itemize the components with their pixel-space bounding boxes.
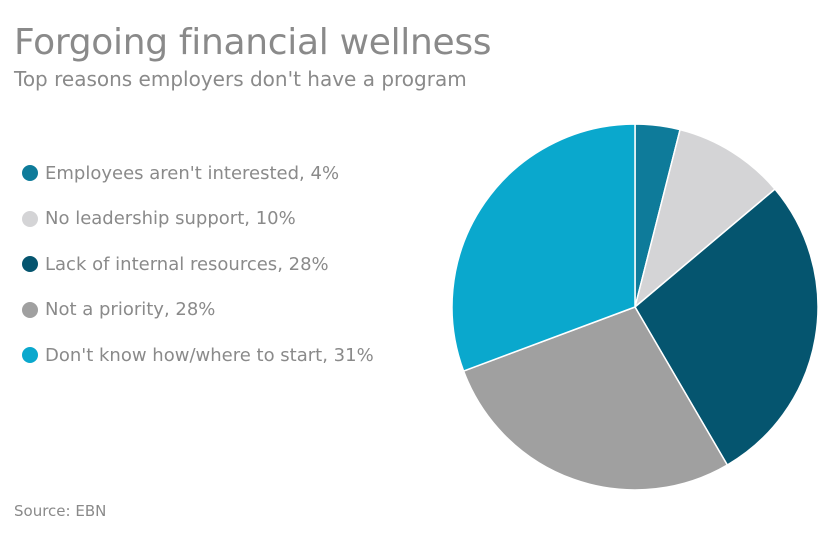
legend-swatch: [22, 165, 38, 181]
legend-swatch: [22, 301, 38, 318]
legend-item: Not a priority, 28%: [22, 295, 374, 325]
legend-item: Don't know how/where to start, 31%: [22, 340, 374, 370]
legend-swatch: [22, 256, 38, 272]
legend-label: No leadership support, 10%: [45, 208, 296, 229]
pie-slice-2: [633, 128, 777, 310]
legend-label: Don't know how/where to start, 31%: [45, 344, 374, 366]
pie-slice-4: [462, 306, 729, 491]
pie-slice-3: [634, 188, 819, 467]
legend-label: Not a priority, 28%: [45, 299, 216, 320]
legend-item: Lack of internal resources, 28%: [22, 249, 374, 279]
legend-item: Employees aren't interested, 4%: [22, 158, 374, 188]
chart-subtitle: Top reasons employers don't have a progr…: [14, 67, 467, 91]
pie-slices: [451, 123, 819, 491]
chart-legend: Employees aren't interested, 4% No leade…: [22, 158, 374, 386]
source-note: Source: EBN: [14, 502, 107, 520]
chart-title: Forgoing financial wellness: [14, 22, 492, 63]
pie-slice-1: [634, 123, 681, 308]
legend-label: Employees aren't interested, 4%: [45, 162, 340, 184]
pie-slice-5: [451, 123, 636, 373]
legend-swatch: [22, 210, 38, 227]
legend-swatch: [22, 347, 38, 363]
legend-label: Lack of internal resources, 28%: [45, 253, 329, 275]
legend-item: No leadership support, 10%: [22, 204, 374, 234]
